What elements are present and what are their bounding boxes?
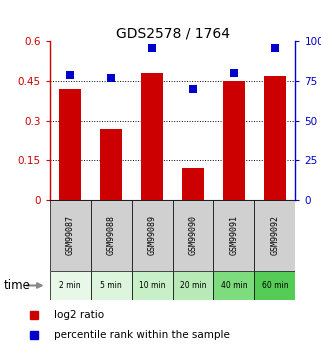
Bar	[213, 271, 254, 300]
Point	[272, 45, 277, 50]
Text: 60 min: 60 min	[262, 281, 288, 290]
Bar	[173, 200, 213, 271]
Text: GSM99090: GSM99090	[188, 216, 197, 255]
Bar	[59, 89, 82, 200]
Text: GSM99089: GSM99089	[148, 216, 157, 255]
Bar	[254, 271, 295, 300]
Point	[150, 45, 155, 50]
Text: 40 min: 40 min	[221, 281, 247, 290]
Title: GDS2578 / 1764: GDS2578 / 1764	[116, 26, 230, 40]
Text: log2 ratio: log2 ratio	[55, 310, 105, 320]
Text: GSM99088: GSM99088	[107, 216, 116, 255]
Bar	[132, 200, 172, 271]
Text: 2 min: 2 min	[59, 281, 81, 290]
Bar	[254, 200, 295, 271]
Bar	[182, 168, 204, 200]
Text: 5 min: 5 min	[100, 281, 122, 290]
Bar	[213, 200, 254, 271]
Point	[68, 72, 73, 78]
Text: percentile rank within the sample: percentile rank within the sample	[55, 330, 230, 339]
Text: GSM99087: GSM99087	[66, 216, 75, 255]
Text: GSM99092: GSM99092	[270, 216, 279, 255]
Text: GSM99091: GSM99091	[230, 216, 239, 255]
Bar	[223, 81, 245, 200]
Point	[190, 86, 195, 92]
Bar	[100, 129, 122, 200]
Bar	[91, 271, 132, 300]
Bar	[264, 76, 286, 200]
Bar	[50, 200, 91, 271]
Point	[108, 75, 114, 81]
Bar	[91, 200, 132, 271]
Bar	[50, 271, 91, 300]
Text: 20 min: 20 min	[180, 281, 206, 290]
Bar	[132, 271, 172, 300]
Text: time: time	[3, 279, 30, 292]
Bar	[173, 271, 213, 300]
Point	[231, 70, 237, 76]
Bar	[141, 73, 163, 200]
Text: 10 min: 10 min	[139, 281, 165, 290]
